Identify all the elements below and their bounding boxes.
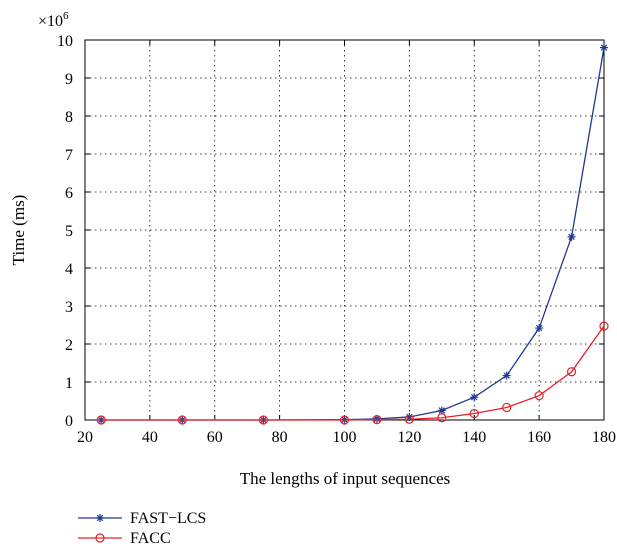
- data-point: [535, 324, 544, 333]
- legend-marker: [96, 514, 104, 522]
- x-tick-label: 80: [272, 429, 288, 446]
- y-tick-label: 10: [57, 33, 73, 50]
- y-tick-label: 7: [65, 147, 73, 164]
- data-point: [469, 408, 479, 419]
- x-axis-label: The lengths of input sequences: [240, 469, 451, 488]
- data-point: [372, 414, 381, 423]
- x-tick-label: 140: [462, 429, 486, 446]
- data-point: [404, 414, 414, 424]
- y-tick-label: 0: [65, 413, 73, 430]
- x-tick-label: 20: [77, 429, 93, 446]
- y-tick-label: 6: [65, 185, 73, 202]
- series-line: [101, 325, 605, 421]
- data-point: [177, 415, 187, 425]
- y-tick-label: 9: [65, 71, 73, 88]
- data-point: [566, 367, 577, 377]
- y-axis-multiplier-base: ×10: [38, 13, 63, 30]
- y-axis-label: Time (ms): [9, 195, 28, 266]
- legend-label: FACC: [130, 530, 171, 547]
- y-tick-label: 5: [65, 223, 73, 240]
- x-tick-label: 120: [397, 429, 421, 446]
- y-tick-label: 3: [65, 299, 73, 316]
- legend-item: FAST−LCS: [78, 510, 206, 527]
- y-tick-label: 8: [65, 109, 73, 126]
- data-point: [96, 415, 106, 425]
- legend-label: FAST−LCS: [130, 510, 206, 527]
- data-point: [534, 391, 544, 401]
- series-1: [97, 43, 608, 424]
- legend: FAST−LCS FACC: [78, 510, 206, 547]
- y-axis-multiplier-exponent: 6: [63, 10, 69, 22]
- x-tick-label: 100: [333, 429, 357, 446]
- data-point: [470, 393, 479, 402]
- x-tick-label: 180: [592, 429, 616, 446]
- data-point: [258, 415, 269, 425]
- x-tick-label: 160: [527, 429, 551, 446]
- legend-marker: [95, 533, 105, 543]
- y-tick-label: 2: [65, 337, 73, 354]
- data-point: [372, 415, 382, 425]
- series-group: [96, 43, 609, 425]
- series-line: [101, 47, 605, 421]
- x-tick-label: 40: [142, 429, 158, 446]
- data-point: [405, 412, 414, 421]
- y-tick-label: 4: [65, 261, 73, 278]
- data-point: [339, 415, 350, 425]
- y-tick-label: 1: [65, 375, 73, 392]
- series-2: [96, 321, 609, 425]
- data-point: [437, 413, 447, 423]
- data-point: [502, 402, 512, 413]
- legend-item: FACC: [78, 530, 171, 547]
- grid-lines: [85, 40, 604, 420]
- x-tick-label: 60: [207, 429, 223, 446]
- y-axis-multiplier: ×106: [38, 10, 69, 30]
- data-point: [502, 371, 511, 380]
- axis-ticks: 20 40 60 80 100 120 140 160 180 0 1 2 3 4 5 6 7 8 9 10: [57, 33, 616, 446]
- data-point: [437, 406, 446, 415]
- data-point: [600, 43, 608, 52]
- data-point: [567, 232, 576, 241]
- data-point: [599, 321, 609, 331]
